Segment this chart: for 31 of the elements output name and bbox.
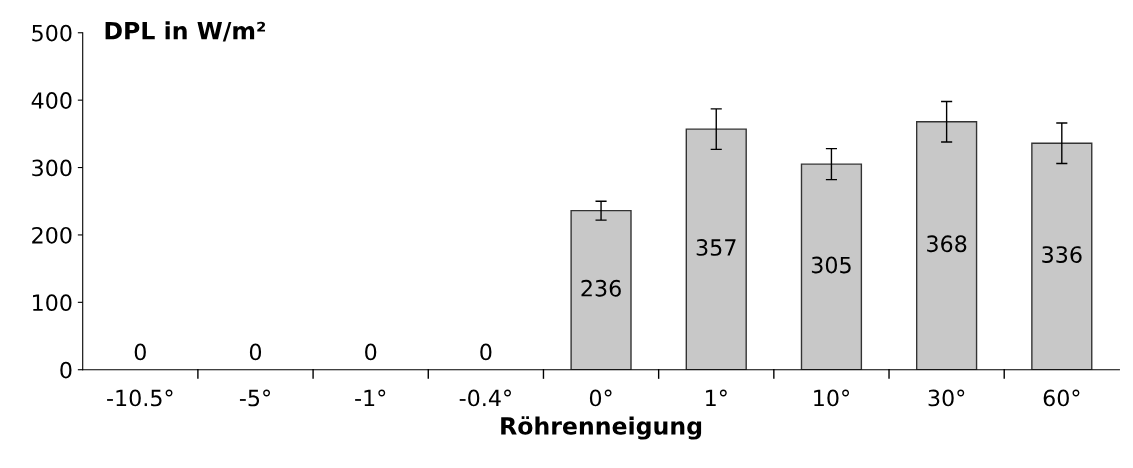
bar	[800, 163, 863, 370]
x-tick-label: -0.4°	[459, 389, 511, 407]
x-tick-label: 10°	[814, 389, 850, 407]
bar	[570, 209, 632, 370]
x-tick-label: -10.5°	[107, 389, 173, 407]
data-label: 236	[581, 279, 621, 297]
x-tick-label: -1°	[355, 389, 386, 407]
bar	[915, 121, 978, 370]
x-tick-label: 30°	[928, 389, 965, 407]
x-axis-title: Röhrenneigung	[501, 416, 702, 440]
y-tick-label: 100	[33, 294, 72, 312]
data-label: 0	[134, 343, 146, 361]
y-tick-label: 300	[32, 159, 72, 177]
y-tick-label: 500	[32, 24, 72, 42]
y-tick-label: 200	[32, 226, 72, 244]
x-tick-label: 0°	[589, 389, 612, 407]
data-label: 336	[1042, 246, 1082, 263]
y-tick-label: 0	[60, 361, 72, 379]
data-label: 368	[927, 235, 967, 253]
x-tick-label: 60°	[1043, 389, 1080, 407]
bar	[685, 128, 747, 370]
y-tick-label: 400	[31, 92, 72, 109]
y-axis-title: DPL in W/m²	[105, 21, 266, 42]
bar	[1031, 142, 1093, 370]
data-label: 357	[696, 239, 736, 256]
data-label: 0	[365, 343, 377, 361]
data-label: 305	[811, 256, 851, 274]
data-label: 0	[249, 343, 262, 361]
x-tick-label: 1°	[706, 389, 727, 407]
data-label: 0	[480, 343, 492, 361]
x-tick-label: -5°	[239, 389, 271, 407]
